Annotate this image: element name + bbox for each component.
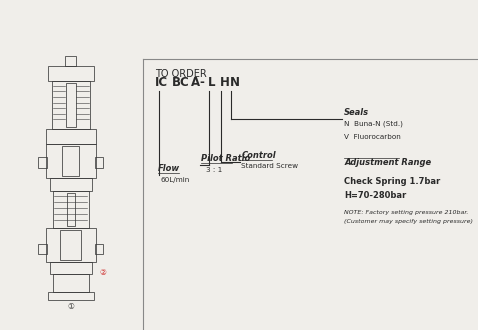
Text: Control: Control bbox=[241, 151, 276, 160]
Text: (Customer may specify setting pressure): (Customer may specify setting pressure) bbox=[344, 219, 473, 224]
Text: Check Spring 1.7bar: Check Spring 1.7bar bbox=[344, 177, 440, 185]
Text: ②: ② bbox=[100, 268, 107, 277]
Text: C: C bbox=[179, 76, 188, 89]
Text: 3 : 1: 3 : 1 bbox=[206, 167, 223, 173]
Text: -: - bbox=[200, 76, 205, 89]
Text: N: N bbox=[229, 76, 239, 89]
Bar bbox=[48, 292, 94, 300]
Bar bbox=[38, 244, 47, 254]
Bar bbox=[48, 66, 94, 81]
Text: TO ORDER: TO ORDER bbox=[155, 69, 207, 79]
Text: H=70-280bar: H=70-280bar bbox=[344, 191, 406, 200]
Text: NOTE: Factory setting pressure 210bar.: NOTE: Factory setting pressure 210bar. bbox=[344, 210, 468, 215]
Text: A: A bbox=[191, 76, 200, 89]
Text: Seals: Seals bbox=[344, 108, 369, 117]
Bar bbox=[66, 82, 76, 127]
Bar bbox=[50, 178, 92, 191]
Text: ①: ① bbox=[67, 302, 74, 312]
Bar bbox=[62, 146, 79, 176]
Text: Adjustment Range: Adjustment Range bbox=[344, 158, 431, 167]
Text: V  Fluorocarbon: V Fluorocarbon bbox=[344, 134, 401, 140]
Bar bbox=[38, 157, 47, 168]
Text: Standard Screw: Standard Screw bbox=[241, 163, 298, 169]
Text: H: H bbox=[220, 76, 230, 89]
Text: Pilot Ratio: Pilot Ratio bbox=[201, 154, 250, 163]
Bar bbox=[53, 274, 89, 292]
Bar bbox=[65, 56, 76, 66]
Text: L: L bbox=[208, 76, 216, 89]
Bar bbox=[52, 81, 90, 129]
Bar bbox=[60, 230, 81, 260]
Text: 60L/min: 60L/min bbox=[160, 177, 189, 182]
Text: IC: IC bbox=[155, 76, 168, 89]
Bar bbox=[53, 191, 89, 228]
Bar bbox=[95, 157, 103, 168]
Text: B: B bbox=[172, 76, 181, 89]
Bar bbox=[46, 228, 96, 262]
Bar bbox=[46, 129, 96, 144]
Text: N  Buna-N (Std.): N Buna-N (Std.) bbox=[344, 120, 403, 127]
Bar bbox=[67, 193, 75, 226]
Bar bbox=[50, 262, 92, 274]
Bar bbox=[95, 244, 103, 254]
Bar bbox=[46, 144, 96, 178]
Text: Flow: Flow bbox=[158, 164, 180, 173]
